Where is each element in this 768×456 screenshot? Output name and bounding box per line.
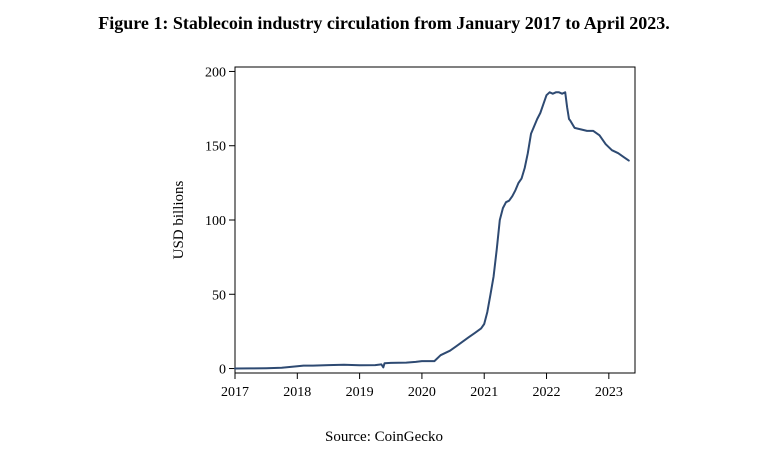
y-tick-label: 100: [205, 214, 226, 229]
plot-frame: [234, 66, 636, 374]
source-note: Source: CoinGecko: [325, 429, 443, 445]
x-tick-label: 2022: [533, 385, 561, 400]
x-tick-label: 2019: [346, 385, 374, 400]
figure-title: Figure 1: Stablecoin industry circulatio…: [98, 13, 670, 33]
x-tick-label: 2020: [408, 385, 436, 400]
series-line-stablecoin-circulation: [234, 91, 630, 370]
y-tick-label: 200: [205, 65, 226, 80]
x-tick-label: 2023: [595, 385, 623, 400]
y-axis-label: USD billions: [171, 180, 187, 259]
x-tick-label: 2021: [470, 385, 498, 400]
y-tick-label: 150: [205, 140, 226, 155]
x-tick-label: 2018: [283, 385, 311, 400]
y-tick-label: 50: [212, 288, 226, 303]
x-axis: 2017 2018 2019 2020 2021 2022 2023: [221, 373, 623, 400]
x-tick-label: 2017: [221, 385, 249, 400]
y-tick-label: 0: [219, 363, 226, 378]
y-axis: 0 50 100 150 200: [205, 65, 235, 378]
